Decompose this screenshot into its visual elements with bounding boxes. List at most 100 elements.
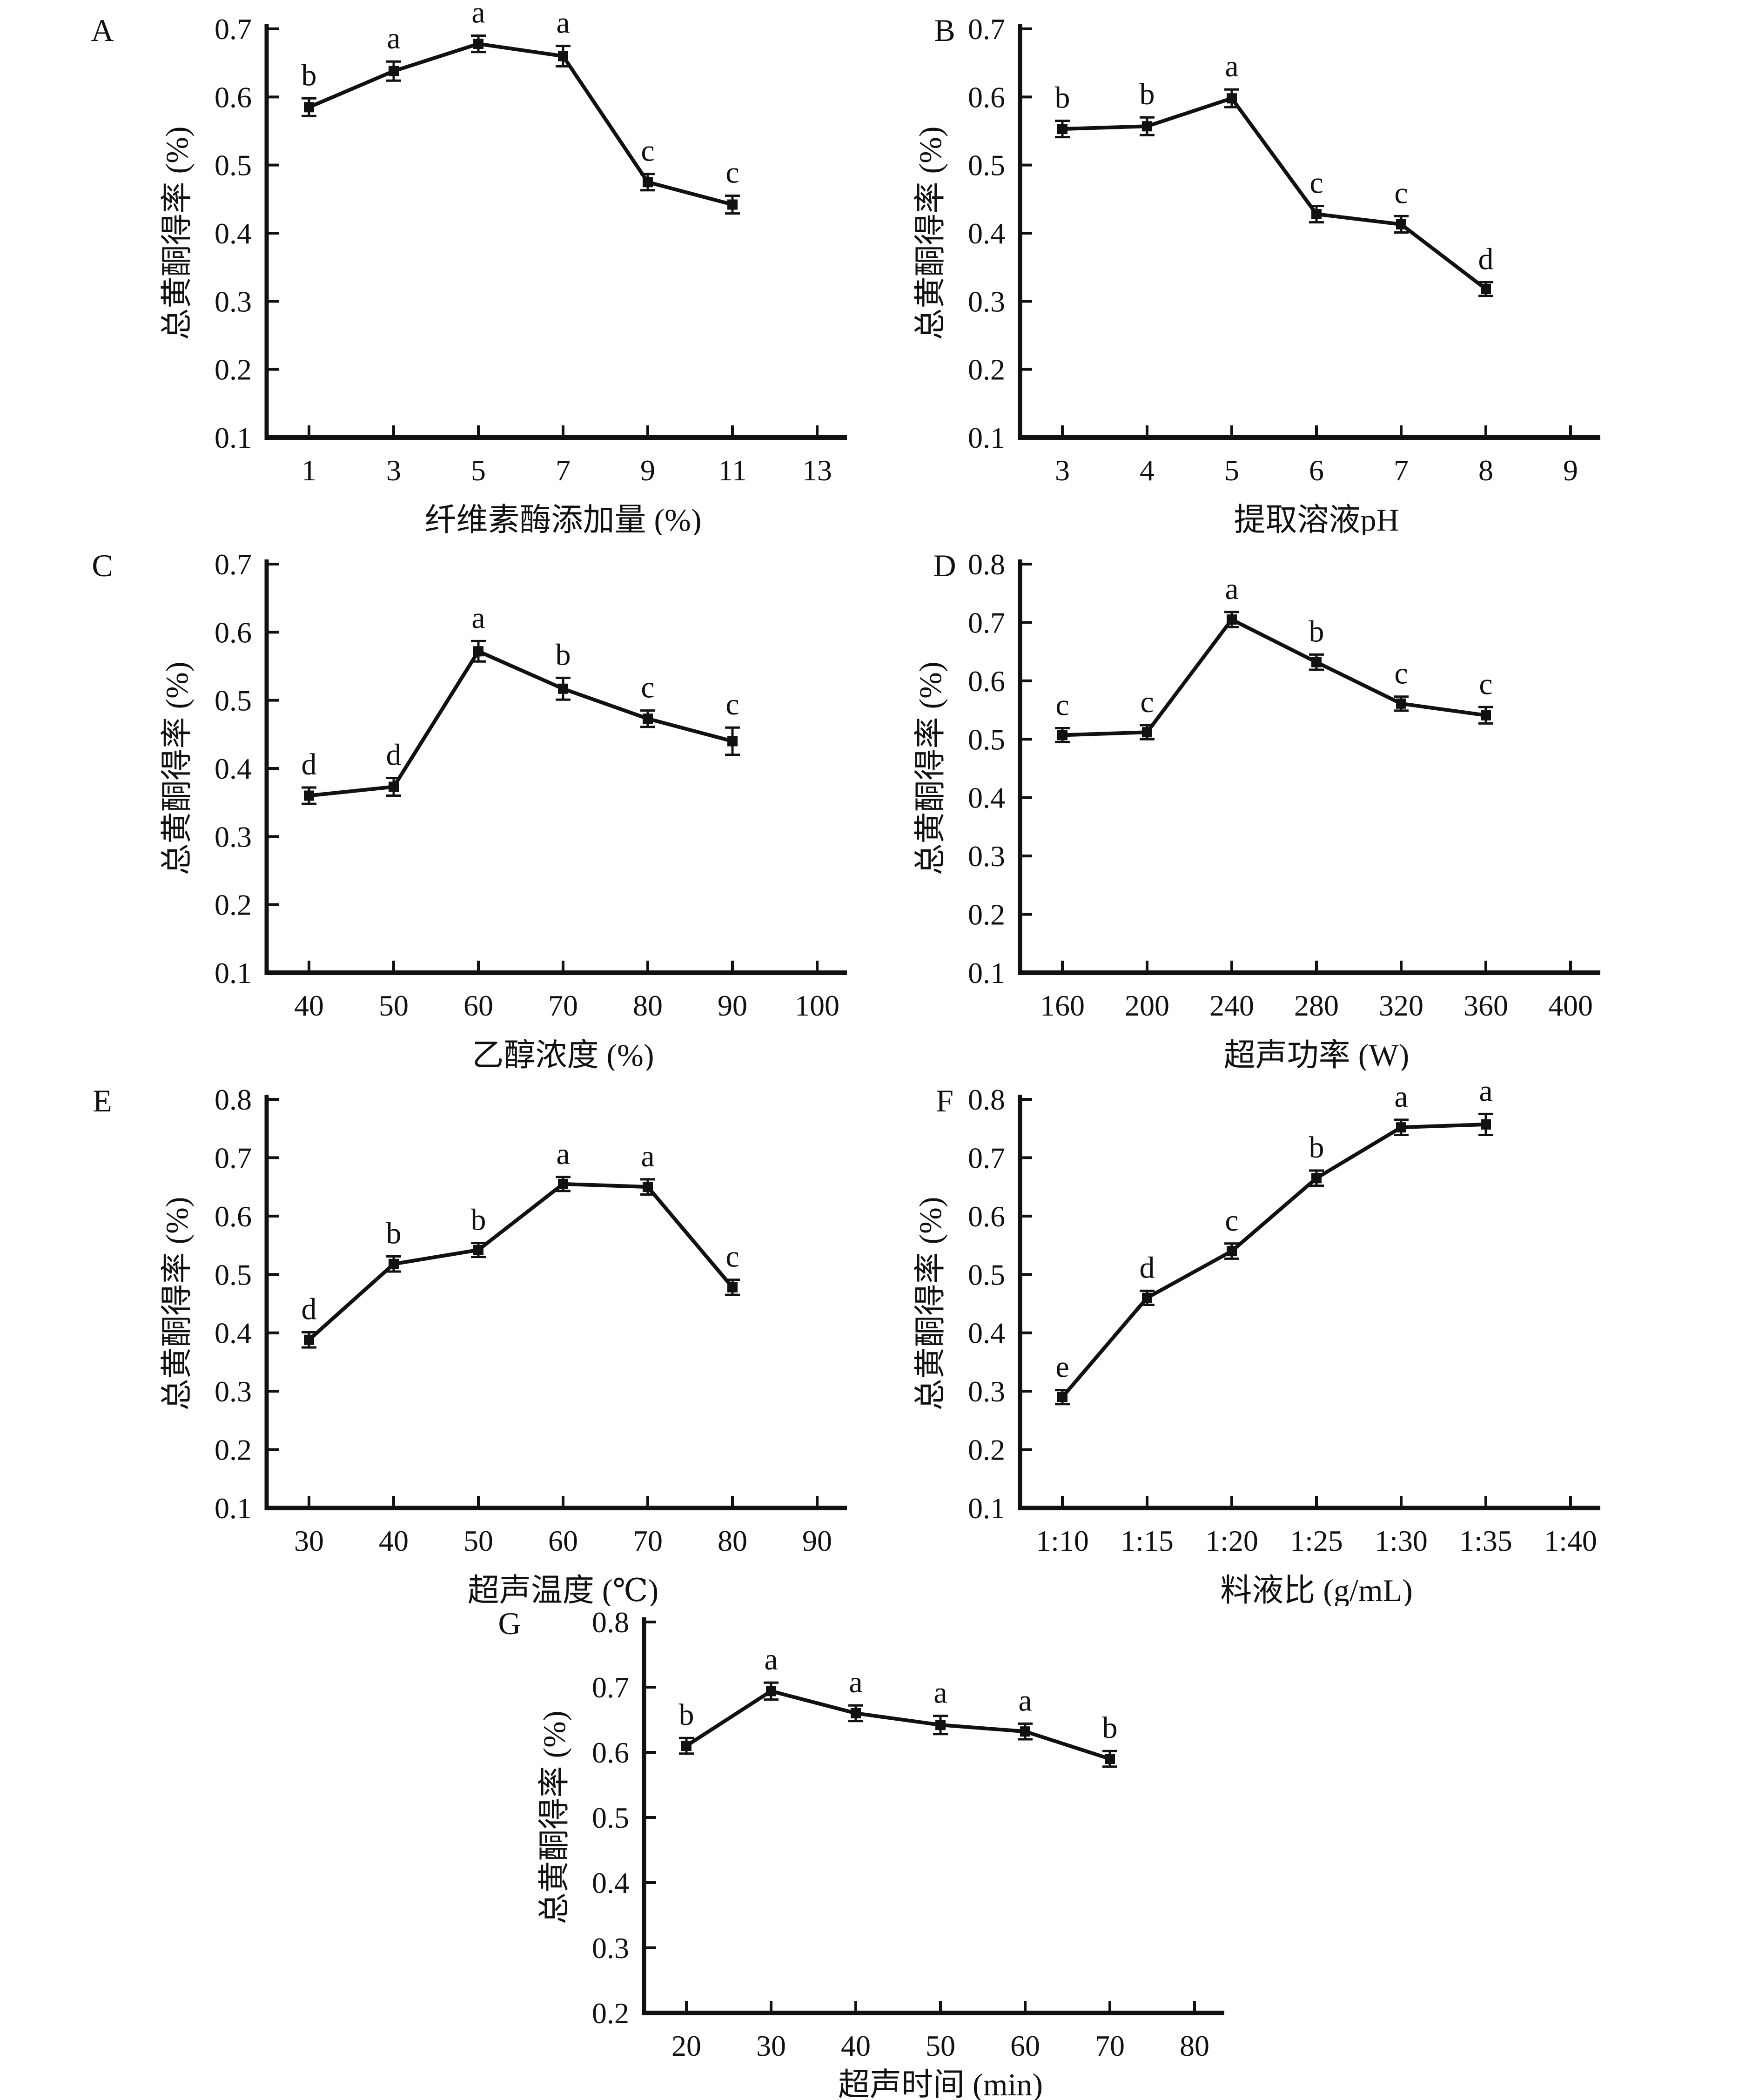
data-line	[1062, 96, 1487, 291]
data-line	[308, 1182, 734, 1341]
data-point-marker	[1481, 283, 1491, 294]
y-tick-label: 0.6	[215, 616, 252, 649]
panel-E: 0.1 0.2 0.3 0.4 0.5 0.6 0.7 0.8 30 40 50 60 70 80 90 d b…	[0, 1070, 880, 1606]
data-point-marker	[1057, 1392, 1067, 1402]
significance-letter: b	[386, 1216, 402, 1250]
data-point-group: a	[1224, 572, 1239, 628]
x-tick-label: 1:40	[1544, 1524, 1597, 1557]
chart-B-extraction-ph: 0.1 0.2 0.3 0.4 0.5 0.6 0.7 3 4 5 6 7 8 9 b b a c c d B 总黄酮得率…	[913, 13, 1600, 535]
data-point-group: b	[1309, 614, 1324, 671]
x-tick-label: 50	[379, 989, 409, 1022]
y-tick-label: 0.2	[215, 353, 252, 386]
x-tick-label: 70	[548, 989, 578, 1022]
data-point-group: a	[933, 1676, 948, 1736]
data-point-group: a	[1478, 1074, 1493, 1137]
panel-letter: C	[92, 548, 113, 583]
significance-letter: a	[387, 21, 400, 55]
x-axis-title: 纤维素酶添加量 (%)	[425, 502, 702, 535]
data-point-marker	[304, 790, 314, 801]
y-tick-label: 0.7	[215, 548, 252, 581]
y-tick-label: 0.6	[592, 1736, 629, 1769]
y-tick-label: 0.5	[215, 1258, 252, 1291]
data-point-group: a	[556, 1137, 571, 1192]
data-point-group: a	[848, 1665, 863, 1723]
y-tick-label: 0.2	[968, 353, 1005, 386]
y-tick-label: 0.1	[968, 956, 1005, 989]
x-tick-label: 360	[1464, 989, 1508, 1022]
y-tick-label: 0.2	[215, 888, 252, 922]
significance-letter: b	[1309, 614, 1324, 648]
significance-letter: c	[1479, 667, 1492, 701]
data-point-group: c	[1394, 657, 1409, 712]
y-tick-label: 0.7	[968, 606, 1005, 639]
y-tick-label: 0.1	[215, 421, 252, 454]
figure-row-4: 0.2 0.3 0.4 0.5 0.6 0.7 0.8 20 30 40 50 60 70 80 b a a a a…	[0, 1606, 1759, 2100]
data-point-group: a	[1018, 1683, 1033, 1741]
y-tick-label: 0.3	[592, 1932, 629, 1965]
data-point-group: b	[302, 58, 317, 117]
y-tick-label: 0.4	[968, 217, 1005, 250]
significance-letter: b	[679, 1698, 694, 1732]
x-tick-label: 70	[1095, 2029, 1125, 2062]
y-tick-label: 0.1	[215, 1492, 252, 1525]
panel-letter: B	[934, 13, 955, 48]
significance-letter: b	[1309, 1131, 1324, 1164]
panel-letter: G	[498, 1606, 521, 1641]
y-tick-label: 0.4	[215, 1317, 252, 1350]
x-tick-label: 60	[548, 1524, 578, 1557]
x-tick-label: 5	[471, 454, 486, 487]
significance-letter: c	[725, 687, 739, 721]
data-point-group: b	[679, 1698, 694, 1755]
data-point-marker	[1396, 1122, 1406, 1133]
x-tick-label: 200	[1125, 989, 1169, 1022]
data-point-marker	[643, 713, 653, 724]
y-tick-label: 0.5	[968, 723, 1005, 756]
chart-D-ultrasonic-power: 0.1 0.2 0.3 0.4 0.5 0.6 0.7 0.8 160 200 240 280 320 3…	[913, 548, 1600, 1070]
y-tick-label: 0.8	[592, 1606, 629, 1639]
series-total-flavonoid-yield: b a a a c c	[302, 0, 740, 215]
y-tick-label: 0.3	[968, 285, 1005, 318]
panel-letter: A	[91, 13, 114, 48]
y-tick-label: 0.4	[215, 752, 252, 785]
x-tick-label: 40	[379, 1524, 409, 1557]
axes: 0.1 0.2 0.3 0.4 0.5 0.6 0.7 0.8 30 40 50 60 70 80 90	[215, 1083, 847, 1557]
data-point-marker	[1142, 1292, 1152, 1303]
data-point-group: a	[471, 601, 486, 663]
x-tick-label: 400	[1548, 989, 1593, 1022]
data-point-marker	[681, 1741, 692, 1751]
panel-G: 0.2 0.3 0.4 0.5 0.6 0.7 0.8 20 30 40 50 60 70 80 b a a a a…	[440, 1606, 1319, 2100]
y-tick-label: 0.2	[968, 1434, 1005, 1467]
y-tick-label: 0.2	[592, 1997, 629, 2030]
data-point-group: d	[302, 747, 317, 805]
figure-row-1: 0.1 0.2 0.3 0.4 0.5 0.6 0.7 1 3 5 7 9 11 13 b a a a c c A 总黄酮…	[0, 0, 1759, 535]
data-point-marker	[304, 1334, 314, 1345]
significance-letter: b	[471, 1203, 486, 1237]
y-tick-label: 0.3	[215, 285, 252, 318]
y-tick-label: 0.6	[968, 81, 1005, 114]
significance-letter: d	[302, 1292, 317, 1326]
data-point-group: a	[386, 21, 401, 82]
x-tick-label: 7	[556, 454, 571, 487]
figure-row-2: 0.1 0.2 0.3 0.4 0.5 0.6 0.7 40 50 60 70 80 90 100 d d a b…	[0, 535, 1759, 1070]
series-total-flavonoid-yield: b b a c c d	[1055, 49, 1494, 297]
data-point-marker	[1057, 124, 1067, 135]
x-tick-label: 40	[294, 989, 324, 1022]
significance-letter: d	[1140, 1251, 1155, 1285]
y-tick-label: 0.7	[215, 13, 252, 46]
data-point-group: c	[1394, 176, 1409, 234]
data-point-group: c	[725, 687, 740, 756]
x-tick-label: 1:25	[1290, 1524, 1343, 1557]
y-tick-label: 0.6	[968, 665, 1005, 698]
x-tick-label: 9	[1563, 454, 1578, 487]
y-tick-label: 0.8	[215, 1083, 252, 1116]
data-point-group: b	[471, 1203, 486, 1259]
y-tick-label: 0.3	[215, 820, 252, 853]
y-axis-title: 总黄酮得率 (%)	[537, 1711, 572, 1925]
significance-letter: c	[1055, 688, 1069, 722]
x-tick-label: 1	[302, 454, 316, 487]
data-point-marker	[558, 51, 568, 61]
data-point-marker	[1396, 698, 1406, 709]
axes: 0.2 0.3 0.4 0.5 0.6 0.7 0.8 20 30 40 50 60 70 80	[592, 1606, 1224, 2062]
series-total-flavonoid-yield: d d a b c c	[302, 601, 740, 805]
data-line	[308, 42, 733, 207]
